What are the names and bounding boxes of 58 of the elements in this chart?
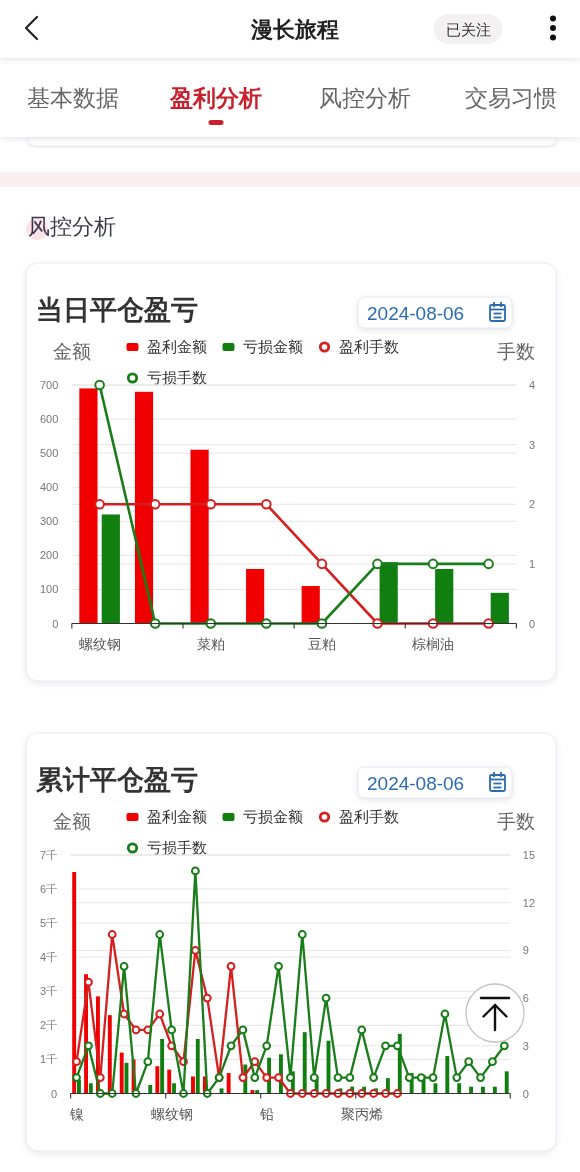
legend-label: 盈利金额 — [147, 809, 207, 825]
x-tick-label: 棕榈油 — [412, 636, 455, 652]
y2-tick-label: 0 — [528, 617, 536, 630]
text: 交易习惯 — [465, 85, 557, 111]
y2-tick-label: 3 — [528, 438, 536, 451]
y2-tick-label: 3 — [522, 1039, 529, 1052]
x-tick-label: 螺纹钢 — [150, 1106, 193, 1122]
x-tick-label: 菜粕 — [196, 636, 225, 652]
legend-label: 盈利手数 — [339, 339, 399, 355]
chart-title: 累计平仓盈亏 — [35, 765, 198, 795]
y2-tick-label: 4 — [528, 379, 536, 391]
legend-label: 亏损手数 — [147, 370, 207, 386]
y-axis-title: 金额 — [53, 810, 91, 832]
y-axis-title: 金额 — [53, 340, 91, 362]
y-tick-label: 6千 — [39, 883, 58, 896]
chart-subtitle: 2024-08-06 — [367, 772, 465, 794]
chart-subtitle: 2024-08-06 — [367, 302, 465, 324]
x-tick-label: 镍 — [68, 1106, 84, 1122]
y-tick-label: 0 — [52, 617, 59, 630]
y-tick-label: 1千 — [39, 1053, 58, 1066]
legend-label: 亏损金额 — [243, 339, 303, 355]
y-tick-label: 5千 — [39, 917, 58, 930]
legend-label: 亏损金额 — [243, 809, 303, 825]
legend-label: 亏损手数 — [147, 840, 207, 856]
text: 已关注 — [445, 20, 491, 38]
y-tick-label: 3千 — [39, 985, 58, 998]
legend-label: 盈利手数 — [339, 809, 399, 825]
x-tick-label: 聚丙烯 — [340, 1106, 383, 1122]
y2-tick-label: 6 — [522, 992, 529, 1005]
y-tick-label: 400 — [39, 481, 59, 494]
text: 风控分析 — [28, 213, 116, 239]
y2-tick-label: 2 — [528, 498, 536, 511]
text: 盈利分析 — [169, 85, 262, 111]
y-tick-label: 0 — [50, 1087, 58, 1100]
y2-tick-label: 15 — [522, 849, 536, 861]
y2-tick-label: 12 — [522, 896, 536, 909]
x-tick-label: 铅 — [258, 1106, 274, 1122]
y-tick-label: 100 — [39, 583, 59, 596]
y-tick-label: 500 — [39, 447, 59, 460]
y2-tick-label: 0 — [522, 1087, 529, 1100]
chart-title: 当日平仓盈亏 — [36, 295, 198, 325]
legend-label: 盈利金额 — [147, 339, 207, 355]
y-tick-label: 4千 — [39, 951, 58, 964]
y-tick-label: 700 — [39, 379, 59, 391]
text: 基本数据 — [27, 85, 119, 111]
y2-tick-label: 1 — [528, 557, 536, 570]
y2-tick-label: 9 — [522, 944, 529, 957]
x-tick-label: 螺纹钢 — [78, 636, 121, 652]
y-tick-label: 200 — [39, 549, 59, 562]
y2-axis-title: 手数 — [497, 340, 535, 362]
y-tick-label: 300 — [39, 515, 59, 528]
x-tick-label: 豆粕 — [307, 636, 336, 652]
y2-axis-title: 手数 — [497, 810, 535, 832]
text: 风控分析 — [319, 85, 411, 111]
y-tick-label: 7千 — [39, 849, 58, 861]
y-tick-label: 2千 — [39, 1019, 58, 1032]
text: 漫长旅程 — [250, 16, 339, 42]
y-tick-label: 600 — [39, 413, 59, 426]
